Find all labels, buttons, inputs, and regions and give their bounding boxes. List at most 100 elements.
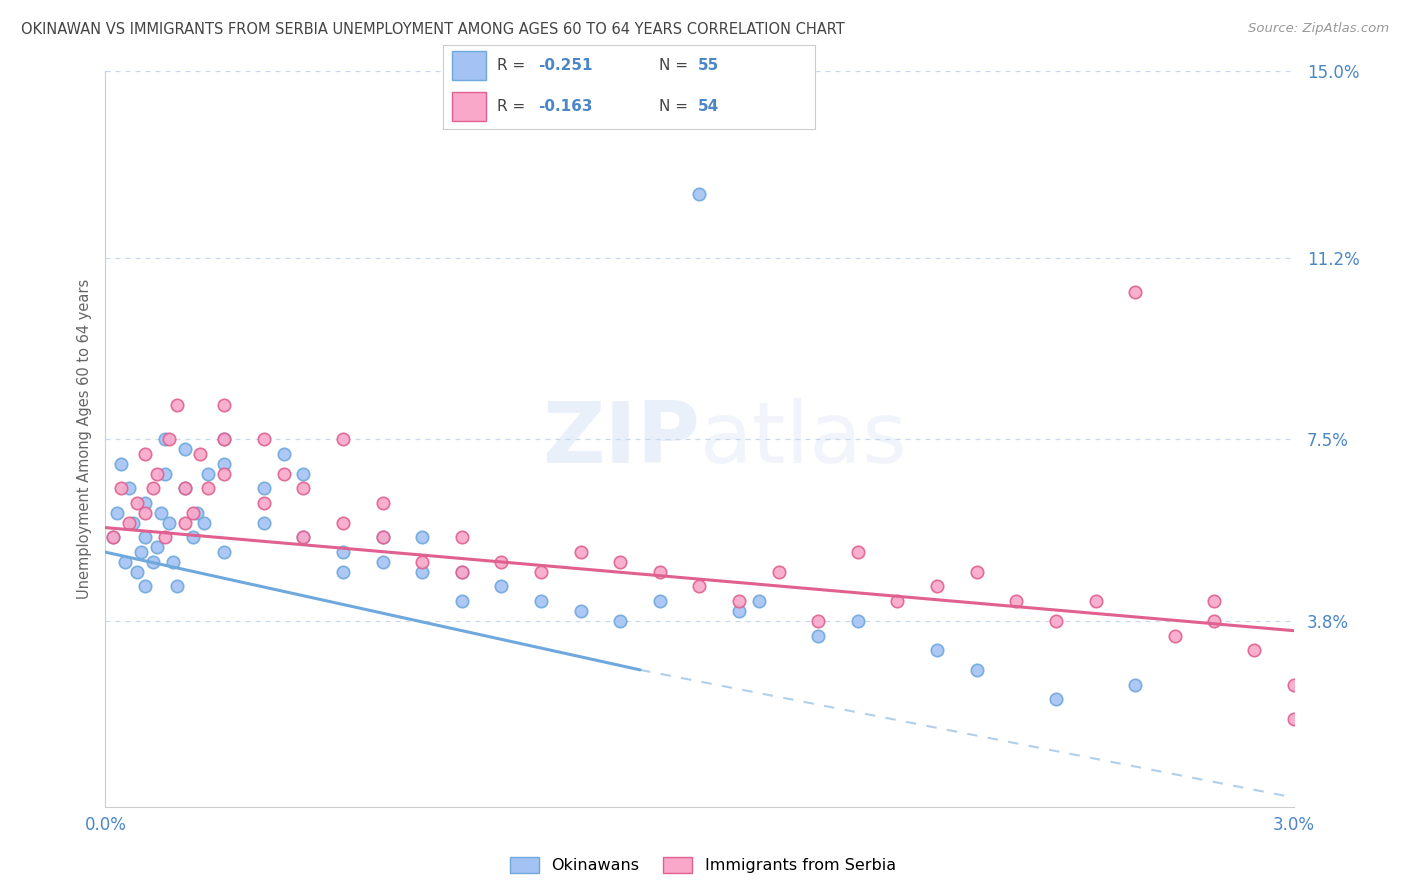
Point — [728, 604, 751, 618]
Point — [166, 398, 188, 412]
Point — [292, 530, 315, 544]
Point — [648, 594, 671, 608]
Text: 55: 55 — [699, 58, 720, 73]
Point — [122, 516, 145, 530]
Point — [153, 530, 176, 544]
Point — [450, 565, 472, 579]
Point — [1123, 678, 1146, 692]
Point — [134, 447, 156, 461]
Point — [371, 555, 394, 569]
Point — [186, 506, 208, 520]
Point — [846, 614, 869, 628]
Point — [292, 467, 315, 481]
Point — [569, 604, 592, 618]
Point — [1005, 594, 1028, 608]
Point — [153, 467, 176, 481]
Point — [966, 565, 988, 579]
Point — [807, 628, 830, 642]
Point — [1282, 678, 1305, 692]
Point — [134, 506, 156, 520]
Point — [927, 643, 949, 657]
Point — [214, 398, 236, 412]
Point — [491, 555, 513, 569]
Point — [214, 467, 236, 481]
Point — [197, 482, 219, 496]
Point — [292, 482, 315, 496]
Point — [173, 442, 195, 457]
Point — [530, 594, 553, 608]
Y-axis label: Unemployment Among Ages 60 to 64 years: Unemployment Among Ages 60 to 64 years — [76, 279, 91, 599]
Point — [162, 555, 184, 569]
Text: 54: 54 — [699, 99, 720, 114]
Point — [153, 433, 176, 447]
Point — [411, 530, 433, 544]
Point — [569, 545, 592, 559]
Point — [253, 433, 276, 447]
Point — [1243, 643, 1265, 657]
Point — [807, 614, 830, 628]
Point — [371, 530, 394, 544]
Point — [253, 516, 276, 530]
Point — [157, 433, 180, 447]
Point — [689, 187, 711, 202]
Point — [146, 467, 169, 481]
Point — [214, 545, 236, 559]
Text: R =: R = — [496, 58, 530, 73]
Text: atlas: atlas — [700, 398, 907, 481]
Point — [748, 594, 770, 608]
Point — [214, 433, 236, 447]
Text: OKINAWAN VS IMMIGRANTS FROM SERBIA UNEMPLOYMENT AMONG AGES 60 TO 64 YEARS CORREL: OKINAWAN VS IMMIGRANTS FROM SERBIA UNEMP… — [21, 22, 845, 37]
Point — [273, 467, 295, 481]
Point — [214, 433, 236, 447]
Point — [1084, 594, 1107, 608]
Point — [127, 496, 149, 510]
Point — [273, 447, 295, 461]
Text: ZIP: ZIP — [541, 398, 700, 481]
Point — [105, 506, 128, 520]
Point — [846, 545, 869, 559]
Text: N =: N = — [659, 99, 693, 114]
Point — [332, 565, 354, 579]
Text: Source: ZipAtlas.com: Source: ZipAtlas.com — [1249, 22, 1389, 36]
Point — [149, 506, 172, 520]
Point — [166, 580, 188, 594]
Point — [1045, 692, 1067, 706]
Point — [609, 555, 631, 569]
Point — [332, 545, 354, 559]
Point — [371, 530, 394, 544]
Point — [103, 530, 125, 544]
Point — [1204, 614, 1226, 628]
Point — [193, 516, 215, 530]
Point — [648, 565, 671, 579]
Point — [450, 530, 472, 544]
Point — [491, 580, 513, 594]
Point — [214, 457, 236, 471]
Point — [134, 530, 156, 544]
Point — [110, 482, 132, 496]
Point — [142, 482, 165, 496]
Point — [728, 594, 751, 608]
Point — [253, 496, 276, 510]
Point — [609, 614, 631, 628]
Point — [886, 594, 908, 608]
Point — [530, 565, 553, 579]
Point — [332, 516, 354, 530]
Point — [118, 482, 141, 496]
Text: N =: N = — [659, 58, 693, 73]
Point — [1204, 594, 1226, 608]
Point — [927, 580, 949, 594]
Point — [332, 433, 354, 447]
Bar — [453, 52, 485, 80]
Point — [1164, 628, 1187, 642]
Point — [134, 580, 156, 594]
Point — [118, 516, 141, 530]
Point — [142, 555, 165, 569]
Point — [127, 565, 149, 579]
Point — [450, 594, 472, 608]
Point — [181, 506, 204, 520]
Point — [190, 447, 212, 461]
Point — [689, 580, 711, 594]
Bar — [453, 92, 485, 120]
Point — [292, 530, 315, 544]
Point — [181, 530, 204, 544]
